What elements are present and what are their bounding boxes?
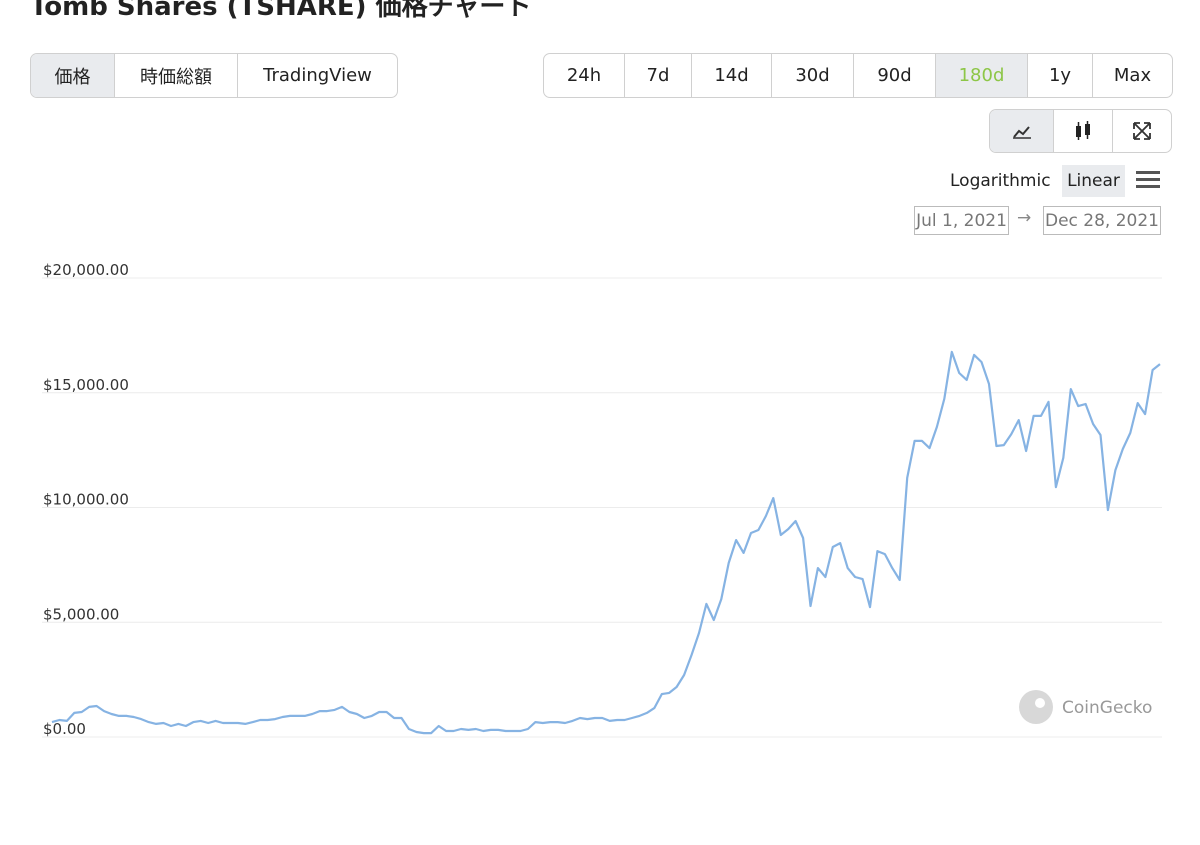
line-view-button[interactable] bbox=[990, 110, 1054, 152]
y-tick-label: $5,000.00 bbox=[43, 605, 119, 623]
tab[interactable]: TradingView bbox=[263, 65, 372, 86]
fullscreen-button[interactable] bbox=[1113, 110, 1171, 152]
candle-icon bbox=[1076, 121, 1090, 140]
range-group: 24h 7d 14d 30d 90d 180d 1y Max bbox=[543, 53, 1173, 98]
range-button[interactable]: 90d bbox=[854, 54, 936, 97]
y-tick-label: $0.00 bbox=[43, 720, 86, 738]
page-title: Tomb Shares (TSHARE) 価格チャート bbox=[30, 0, 532, 22]
price-line bbox=[51, 350, 1161, 735]
y-tick-label: $15,000.00 bbox=[43, 376, 129, 394]
candle-view-button[interactable] bbox=[1054, 110, 1113, 152]
watermark-text: CoinGecko bbox=[1062, 698, 1152, 718]
y-tick-label: $10,000.00 bbox=[43, 491, 129, 509]
date-to[interactable]: Dec 28, 2021 bbox=[1043, 206, 1161, 235]
tab-group: 価格 時価総額 TradingView bbox=[30, 53, 398, 98]
scale-button[interactable]: Linear bbox=[1062, 165, 1125, 197]
scale-button[interactable]: Logarithmic bbox=[950, 171, 1051, 191]
range-button[interactable]: Max bbox=[1113, 65, 1152, 86]
view-group bbox=[989, 109, 1172, 153]
range-button[interactable]: 180d bbox=[936, 54, 1028, 97]
expand-icon bbox=[1133, 122, 1151, 140]
tab[interactable]: 時価総額 bbox=[115, 54, 238, 97]
range-button[interactable]: 30d bbox=[772, 54, 854, 97]
date-from[interactable]: Jul 1, 2021 bbox=[914, 206, 1009, 235]
range-button[interactable]: 1y bbox=[1028, 54, 1093, 97]
y-tick-label: $20,000.00 bbox=[43, 261, 129, 279]
range-button[interactable]: 24h bbox=[544, 54, 625, 97]
watermark: CoinGecko bbox=[1019, 690, 1152, 724]
menu-icon[interactable] bbox=[1136, 170, 1160, 190]
range-button[interactable]: 14d bbox=[692, 54, 772, 97]
line-icon bbox=[1012, 126, 1031, 139]
range-button[interactable]: 7d bbox=[625, 54, 692, 97]
arrow: → bbox=[1017, 208, 1032, 228]
tab[interactable]: 価格 bbox=[31, 54, 115, 97]
